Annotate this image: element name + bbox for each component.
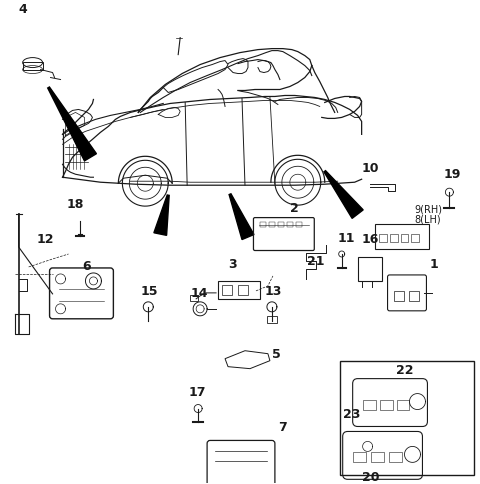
Bar bbox=[267, 316, 277, 323]
Text: 6: 6 bbox=[83, 259, 91, 272]
Bar bbox=[371, 453, 384, 462]
Bar bbox=[380, 400, 393, 409]
Bar bbox=[269, 223, 275, 227]
Bar bbox=[358, 257, 382, 281]
Bar bbox=[296, 223, 302, 227]
Bar bbox=[362, 400, 375, 409]
Text: 22: 22 bbox=[396, 363, 413, 376]
Bar bbox=[222, 285, 232, 295]
Text: 15: 15 bbox=[140, 284, 158, 297]
Text: 21: 21 bbox=[307, 255, 324, 268]
Text: 23: 23 bbox=[343, 407, 360, 420]
Text: 14: 14 bbox=[190, 286, 208, 299]
Text: 10: 10 bbox=[361, 162, 379, 175]
Bar bbox=[287, 223, 293, 227]
Text: 11: 11 bbox=[338, 231, 355, 244]
Text: 13: 13 bbox=[265, 284, 282, 297]
Bar bbox=[23, 62, 43, 70]
Bar bbox=[411, 235, 420, 242]
Bar bbox=[238, 285, 248, 295]
Text: 8(LH): 8(LH) bbox=[414, 213, 441, 224]
Bar bbox=[190, 295, 198, 301]
Polygon shape bbox=[229, 195, 254, 240]
Text: 18: 18 bbox=[67, 198, 84, 211]
Text: 20: 20 bbox=[361, 470, 379, 484]
Text: 7: 7 bbox=[278, 421, 287, 434]
Text: 19: 19 bbox=[444, 168, 461, 181]
Bar bbox=[379, 235, 386, 242]
Bar bbox=[388, 453, 401, 462]
Bar bbox=[396, 400, 409, 409]
Text: 3: 3 bbox=[228, 257, 237, 271]
Text: 9(RH): 9(RH) bbox=[414, 204, 443, 213]
Polygon shape bbox=[154, 196, 169, 236]
Bar bbox=[409, 291, 420, 301]
Text: 16: 16 bbox=[361, 232, 379, 245]
Bar bbox=[390, 235, 397, 242]
Bar bbox=[278, 223, 284, 227]
Polygon shape bbox=[324, 171, 363, 219]
Bar bbox=[260, 223, 266, 227]
Bar bbox=[374, 225, 430, 249]
Bar bbox=[353, 453, 366, 462]
Bar bbox=[340, 361, 474, 475]
Text: 2: 2 bbox=[290, 202, 299, 215]
Text: 17: 17 bbox=[188, 385, 205, 398]
Bar bbox=[218, 281, 260, 299]
Bar bbox=[400, 235, 408, 242]
Polygon shape bbox=[48, 88, 96, 162]
Text: 12: 12 bbox=[36, 232, 54, 245]
Bar bbox=[394, 291, 404, 301]
Text: 4: 4 bbox=[19, 3, 27, 15]
Text: 5: 5 bbox=[272, 347, 281, 360]
Text: 1: 1 bbox=[430, 257, 438, 271]
